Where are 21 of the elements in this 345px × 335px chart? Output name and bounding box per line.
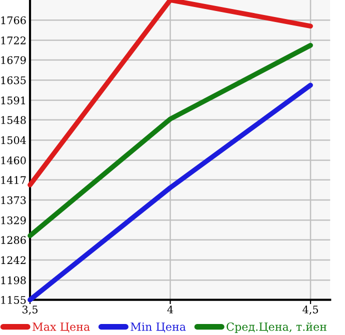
legend-label: Min Цена (130, 322, 186, 332)
legend-label: Max Цена (32, 322, 90, 332)
y-tick-label: 1373 (1, 196, 26, 204)
y-tick-label: 1591 (1, 96, 26, 104)
legend-label: Сред.Цена, т.йен (226, 322, 326, 334)
y-tick-label: 1417 (1, 176, 26, 184)
y-tick-label: 1548 (1, 116, 26, 124)
y-tick-label: 1329 (1, 216, 26, 224)
y-tick-label: 1722 (1, 36, 26, 44)
x-tick-label: 4 (167, 306, 174, 314)
y-tick-label: 1679 (1, 56, 26, 64)
y-tick-label: 1155 (1, 296, 26, 304)
y-tick-label: 1286 (1, 236, 26, 244)
y-tick-label: 1242 (1, 256, 26, 264)
y-tick-label: 1635 (1, 76, 26, 84)
y-tick-label: 1766 (1, 16, 26, 24)
y-tick-label: 1504 (1, 136, 26, 144)
y-tick-label: 1198 (1, 276, 26, 284)
x-tick-label: 4,5 (302, 306, 318, 315)
y-tick-label: 1460 (1, 156, 26, 164)
x-tick-label: 3,5 (22, 306, 38, 315)
